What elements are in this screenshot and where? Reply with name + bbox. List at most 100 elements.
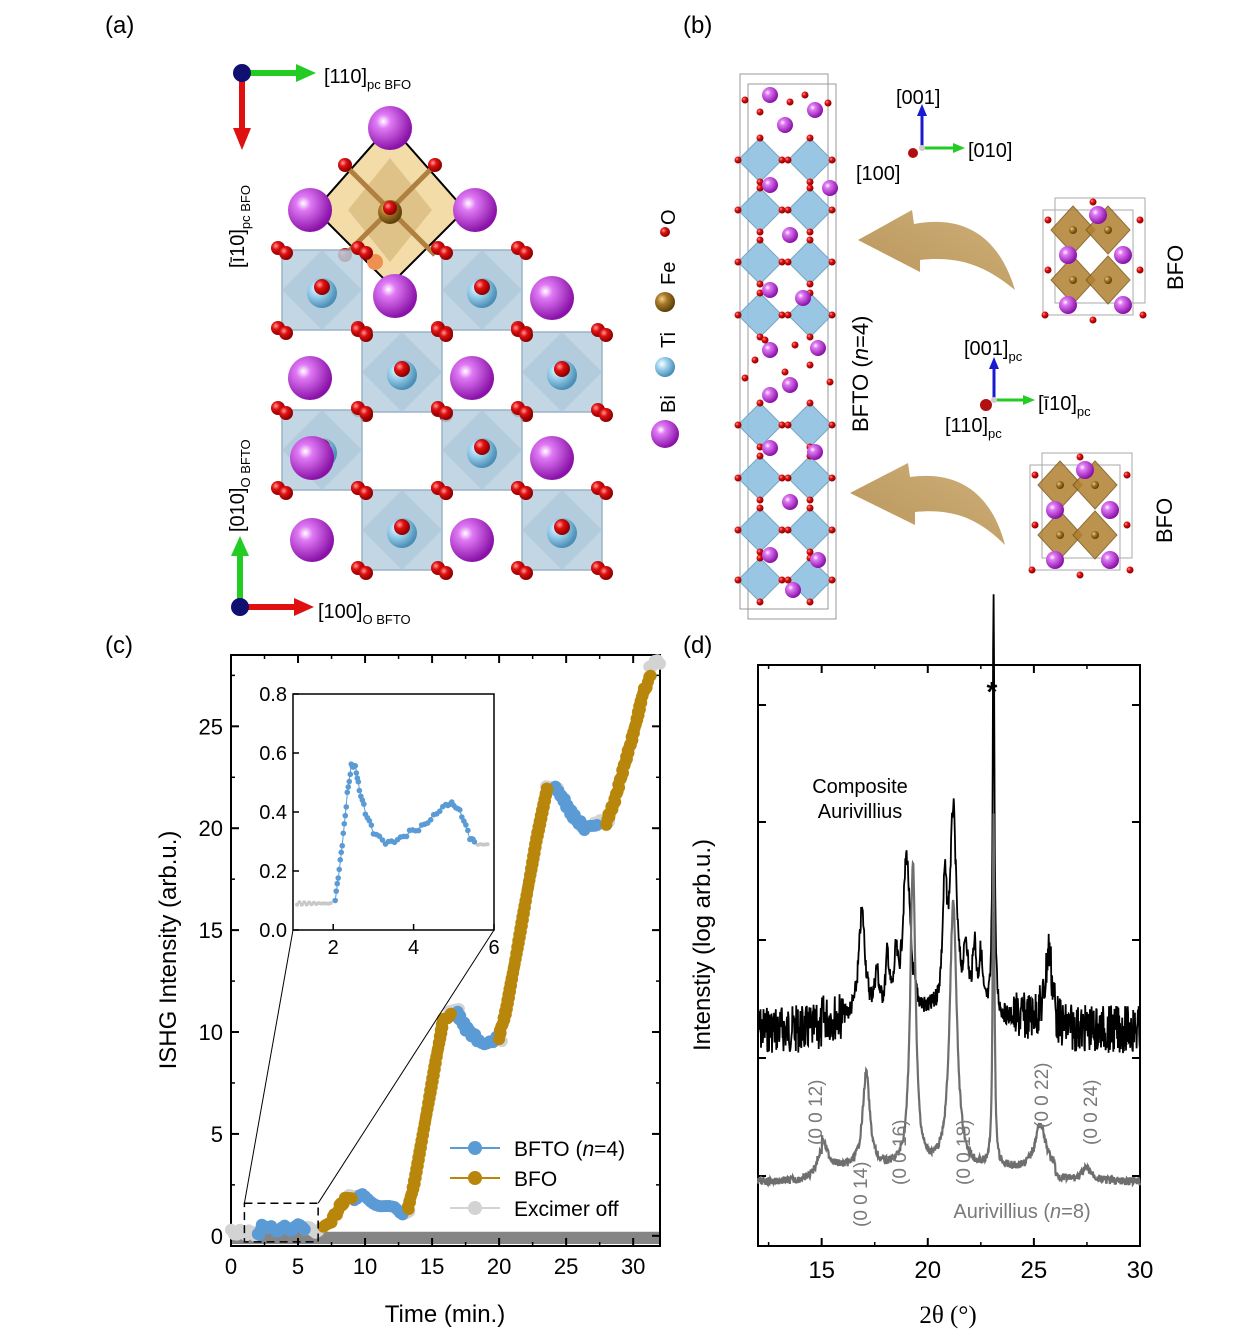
peak-label: (0 0 22) — [1032, 1063, 1053, 1128]
bfto-octahedra — [271, 241, 613, 580]
axis-110-arrowhead — [296, 64, 316, 82]
bi-atom — [762, 440, 778, 456]
c-point — [541, 783, 554, 796]
bi-atom — [530, 276, 574, 320]
peak-label: (0 0 24) — [1081, 1080, 1102, 1145]
inset-point — [471, 838, 478, 845]
axis-triad-b1: [001] [100] [010] — [856, 87, 1012, 185]
panel-d: (d) 15 20 25 30 2θ (°) Intenstiy (log arb.u… — [683, 594, 1153, 1329]
legend-fe-swatch — [655, 292, 675, 312]
bi-atom — [782, 494, 798, 510]
axis-b2-x: [110]pc — [945, 415, 1002, 441]
axis-b1-z: [001] — [896, 87, 940, 109]
inset-ytick-label: 0.6 — [259, 743, 287, 765]
legend-ti-label: Ti — [658, 332, 680, 348]
c-xtick-label: 25 — [554, 1254, 578, 1279]
peak-label: (0 0 12) — [806, 1080, 827, 1145]
axis-1bar10-label: [ī10]pc BFO — [227, 185, 253, 268]
inset-point — [356, 787, 363, 794]
bfto-octahedron — [351, 323, 453, 422]
d-xtick-label: 20 — [914, 1257, 941, 1284]
ti-octahedron — [737, 292, 783, 338]
c-inset-frame — [292, 693, 495, 931]
inset-ytick-label: 0.4 — [259, 802, 287, 824]
inset-point — [376, 833, 383, 840]
bi-atom — [762, 87, 778, 103]
c-point — [298, 1223, 311, 1236]
bfto-octahedron — [511, 481, 613, 580]
c-point — [590, 819, 603, 832]
legend-fe-label: Fe — [658, 262, 680, 285]
bfo-cell-top — [1041, 197, 1147, 324]
inset-xtick-label: 6 — [488, 937, 499, 959]
composite-label-2: Aurivillius — [818, 801, 902, 823]
inset-point — [335, 875, 342, 881]
axis-b2-z: [001]pc — [964, 338, 1023, 364]
c-legend-label: Excimer off — [514, 1198, 619, 1221]
bfo-top-arrow — [858, 210, 1015, 290]
c-point — [644, 669, 657, 682]
ishg-chart: 0 5 10 15 20 25 30 0 5 10 15 20 25 2 4 6 0.0 0.2 0.4 0.6 0.8… — [199, 654, 666, 1279]
bfto-unit-cell — [734, 73, 838, 620]
inset-point — [339, 842, 346, 849]
bi-atom — [807, 444, 823, 460]
c-legend-label: BFTO (n=4) — [514, 1138, 625, 1161]
axis-b2-y: [ī10]pc — [1038, 393, 1091, 419]
xrd-chart: 15 20 25 30 — [756, 594, 1153, 1284]
c-ytick-label: 20 — [199, 816, 223, 841]
c-zoom-box — [243, 1202, 319, 1243]
c-ytick-label: 15 — [199, 918, 223, 943]
c-ytick-label: 25 — [199, 714, 223, 739]
inset-point — [463, 822, 469, 828]
composite-label-1: Composite — [812, 776, 908, 798]
ti-octahedron — [737, 455, 783, 501]
bi-atom — [290, 436, 334, 480]
bi-atom — [807, 102, 823, 118]
c-point — [654, 657, 666, 670]
c-legend-label: BFO — [514, 1168, 557, 1191]
c-legend-marker — [468, 1141, 482, 1155]
inset-point — [368, 822, 375, 828]
bi-atom — [288, 356, 332, 400]
c-plot-frame — [230, 654, 661, 1247]
inset-point — [415, 827, 422, 834]
axis-triad-bottom: [100]O BFTO [010]O BFTO — [227, 439, 411, 627]
inset-point — [465, 827, 471, 834]
panel-b-label: (b) — [683, 12, 712, 39]
c-xtick-label: 15 — [420, 1254, 444, 1279]
bi-atom — [450, 518, 494, 562]
axis-triad-top: [110]pc BFO [ī10]pc BFO — [227, 64, 411, 268]
c-xtick-label: 5 — [292, 1254, 304, 1279]
bfo-cell-bottom — [1028, 452, 1134, 579]
c-point — [345, 1192, 358, 1205]
inset-point — [338, 849, 345, 856]
bi-atom — [762, 177, 778, 193]
peak-label: (0 0 18) — [954, 1120, 975, 1185]
composite-curve — [757, 594, 1141, 1054]
axis-b1-y: [010] — [968, 140, 1012, 162]
bi-atom — [810, 552, 826, 568]
c-xtick-label: 20 — [487, 1254, 511, 1279]
ti-octahedron — [737, 137, 783, 183]
bi-atom — [822, 180, 838, 196]
bi-atom — [450, 356, 494, 400]
panel-b: (b) [001] [100] [010] [001]pc — [683, 12, 1188, 620]
panel-c: (c) 0 5 10 15 20 25 30 0 5 10 15 20 25 2 4 6 0.0 0.2 0.4 0.… — [105, 632, 666, 1328]
bi-atom — [782, 377, 798, 393]
ti-octahedron — [787, 239, 833, 285]
ti-octahedron — [737, 239, 783, 285]
legend-o-label: O — [658, 209, 680, 225]
c-legend-marker — [468, 1171, 482, 1185]
bi-atom — [782, 227, 798, 243]
ti-octahedron — [737, 557, 783, 603]
peak-label: (0 0 16) — [890, 1120, 911, 1185]
bi-atom — [290, 518, 334, 562]
inset-point — [352, 763, 359, 769]
d-xlabel: 2θ (°) — [919, 1302, 976, 1329]
peak-label: (0 0 14) — [851, 1162, 872, 1227]
inset-point — [485, 842, 490, 847]
inset-point — [427, 817, 434, 823]
inset-point — [332, 897, 339, 904]
inset-point — [334, 880, 341, 887]
c-point — [444, 1007, 457, 1020]
